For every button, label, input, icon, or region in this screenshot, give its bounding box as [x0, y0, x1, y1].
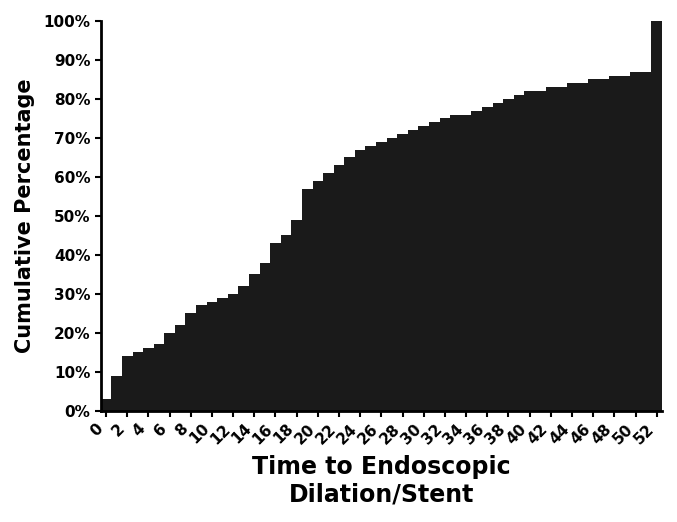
Bar [154, 345, 165, 411]
Bar [111, 375, 122, 411]
Bar [206, 302, 217, 411]
Bar [609, 76, 619, 411]
Bar [217, 298, 228, 411]
Bar [641, 72, 651, 411]
Bar [651, 21, 662, 411]
Bar [281, 235, 291, 411]
Bar [482, 106, 493, 411]
Bar [503, 99, 514, 411]
Bar [387, 138, 397, 411]
Bar [546, 87, 556, 411]
Bar [345, 157, 355, 411]
Bar [630, 72, 641, 411]
Bar [355, 150, 366, 411]
Bar [133, 352, 143, 411]
Bar [228, 294, 238, 411]
Bar [323, 173, 334, 411]
Bar [101, 399, 111, 411]
Bar [291, 220, 302, 411]
Bar [259, 263, 270, 411]
Bar [461, 114, 471, 411]
Bar [588, 79, 598, 411]
Bar [366, 146, 376, 411]
Bar [408, 130, 418, 411]
Bar [567, 84, 577, 411]
Bar [249, 274, 259, 411]
Bar [185, 313, 196, 411]
Y-axis label: Cumulative Percentage: Cumulative Percentage [15, 78, 35, 353]
Bar [376, 142, 387, 411]
Bar [313, 181, 323, 411]
X-axis label: Time to Endoscopic
Dilation/Stent: Time to Endoscopic Dilation/Stent [252, 455, 510, 507]
Bar [577, 84, 588, 411]
Bar [418, 126, 429, 411]
Bar [493, 103, 503, 411]
Bar [165, 333, 175, 411]
Bar [302, 188, 313, 411]
Bar [175, 325, 185, 411]
Bar [524, 91, 535, 411]
Bar [143, 348, 154, 411]
Bar [450, 114, 461, 411]
Bar [619, 76, 630, 411]
Bar [334, 165, 345, 411]
Bar [535, 91, 546, 411]
Bar [556, 87, 567, 411]
Bar [471, 111, 482, 411]
Bar [122, 356, 133, 411]
Bar [429, 122, 439, 411]
Bar [439, 118, 450, 411]
Bar [514, 95, 524, 411]
Bar [196, 305, 206, 411]
Bar [270, 243, 281, 411]
Bar [598, 79, 609, 411]
Bar [238, 286, 249, 411]
Bar [397, 134, 408, 411]
